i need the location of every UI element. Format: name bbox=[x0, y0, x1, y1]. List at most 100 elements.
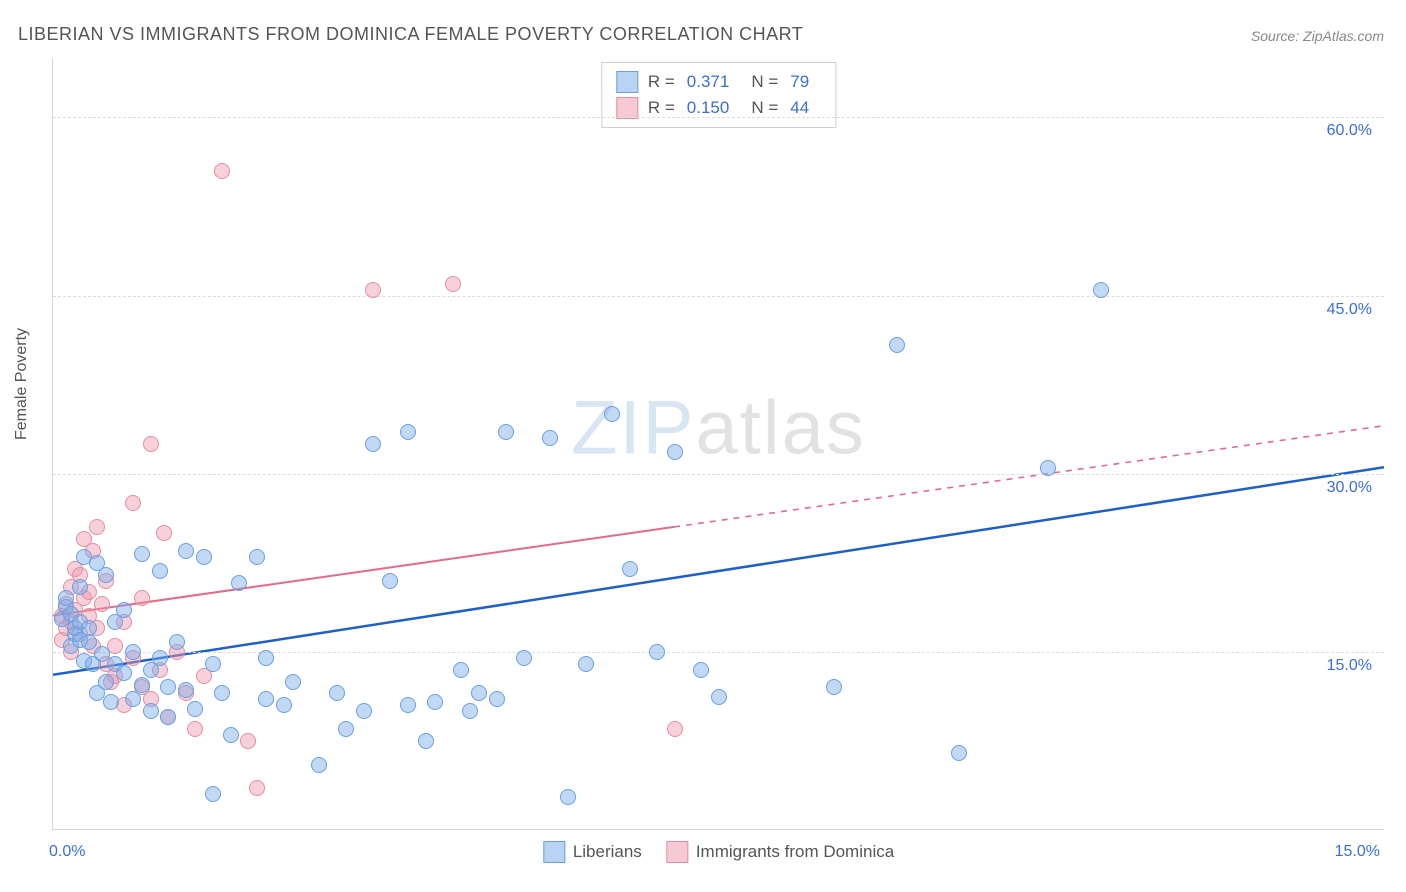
n-value-liberians: 79 bbox=[790, 69, 809, 95]
scatter-point-liberians bbox=[400, 697, 416, 713]
scatter-point-dominica bbox=[156, 525, 172, 541]
scatter-point-liberians bbox=[231, 575, 247, 591]
y-tick-label: 60.0% bbox=[1327, 122, 1372, 140]
scatter-point-liberians bbox=[693, 662, 709, 678]
scatter-point-liberians bbox=[196, 549, 212, 565]
scatter-point-liberians bbox=[187, 701, 203, 717]
scatter-point-liberians bbox=[427, 694, 443, 710]
scatter-point-dominica bbox=[365, 282, 381, 298]
legend-item-liberians: Liberians bbox=[543, 841, 642, 863]
scatter-point-dominica bbox=[143, 436, 159, 452]
scatter-plot-area: ZIPatlas R = 0.371 N = 79 R = 0.150 N = … bbox=[52, 58, 1384, 830]
chart-title: LIBERIAN VS IMMIGRANTS FROM DOMINICA FEM… bbox=[18, 24, 803, 45]
scatter-point-liberians bbox=[489, 691, 505, 707]
legend-label-dominica: Immigrants from Dominica bbox=[696, 842, 894, 862]
scatter-point-liberians bbox=[285, 674, 301, 690]
legend-label-liberians: Liberians bbox=[573, 842, 642, 862]
scatter-point-liberians bbox=[667, 444, 683, 460]
scatter-point-liberians bbox=[560, 789, 576, 805]
scatter-point-liberians bbox=[134, 677, 150, 693]
scatter-point-liberians bbox=[471, 685, 487, 701]
y-tick-label: 45.0% bbox=[1327, 301, 1372, 319]
scatter-point-liberians bbox=[516, 650, 532, 666]
swatch-liberians bbox=[616, 71, 638, 93]
x-tick-left: 0.0% bbox=[49, 843, 85, 861]
scatter-point-dominica bbox=[187, 721, 203, 737]
scatter-point-liberians bbox=[125, 644, 141, 660]
scatter-point-liberians bbox=[453, 662, 469, 678]
x-tick-right: 15.0% bbox=[1335, 843, 1380, 861]
scatter-point-liberians bbox=[622, 561, 638, 577]
y-axis-label: Female Poverty bbox=[13, 328, 31, 440]
gridline bbox=[53, 296, 1384, 297]
watermark-thin: atlas bbox=[695, 386, 866, 471]
swatch-dominica bbox=[616, 97, 638, 119]
trend-lines-svg bbox=[53, 58, 1384, 829]
scatter-point-liberians bbox=[134, 546, 150, 562]
scatter-point-liberians bbox=[214, 685, 230, 701]
scatter-point-liberians bbox=[258, 650, 274, 666]
trend-line-dashed-dominica bbox=[674, 426, 1384, 527]
scatter-point-liberians bbox=[103, 694, 119, 710]
scatter-point-liberians bbox=[143, 703, 159, 719]
r-value-liberians: 0.371 bbox=[687, 69, 730, 95]
scatter-point-dominica bbox=[667, 721, 683, 737]
legend-item-dominica: Immigrants from Dominica bbox=[666, 841, 894, 863]
scatter-point-liberians bbox=[365, 436, 381, 452]
legend-swatch-liberians bbox=[543, 841, 565, 863]
scatter-point-liberians bbox=[98, 567, 114, 583]
scatter-point-liberians bbox=[578, 656, 594, 672]
scatter-point-liberians bbox=[889, 337, 905, 353]
scatter-point-liberians bbox=[116, 602, 132, 618]
scatter-point-liberians bbox=[311, 757, 327, 773]
n-label: N = bbox=[751, 69, 778, 95]
scatter-point-liberians bbox=[1093, 282, 1109, 298]
scatter-point-dominica bbox=[89, 519, 105, 535]
scatter-point-liberians bbox=[711, 689, 727, 705]
scatter-point-liberians bbox=[152, 563, 168, 579]
scatter-point-liberians bbox=[462, 703, 478, 719]
gridline bbox=[53, 652, 1384, 653]
scatter-point-dominica bbox=[445, 276, 461, 292]
scatter-point-dominica bbox=[134, 590, 150, 606]
scatter-point-liberians bbox=[125, 691, 141, 707]
scatter-point-dominica bbox=[240, 733, 256, 749]
scatter-point-dominica bbox=[125, 495, 141, 511]
scatter-point-liberians bbox=[58, 590, 74, 606]
scatter-point-liberians bbox=[400, 424, 416, 440]
source-attribution: Source: ZipAtlas.com bbox=[1251, 28, 1384, 44]
scatter-point-dominica bbox=[94, 596, 110, 612]
scatter-point-dominica bbox=[249, 780, 265, 796]
scatter-point-liberians bbox=[178, 543, 194, 559]
r-label: R = bbox=[648, 69, 675, 95]
scatter-point-liberians bbox=[249, 549, 265, 565]
trend-line-liberians bbox=[53, 467, 1384, 675]
scatter-point-liberians bbox=[205, 656, 221, 672]
scatter-point-liberians bbox=[418, 733, 434, 749]
scatter-point-liberians bbox=[81, 634, 97, 650]
scatter-point-liberians bbox=[72, 579, 88, 595]
scatter-point-liberians bbox=[329, 685, 345, 701]
scatter-point-liberians bbox=[205, 786, 221, 802]
scatter-point-liberians bbox=[826, 679, 842, 695]
watermark: ZIPatlas bbox=[571, 385, 866, 472]
scatter-point-liberians bbox=[276, 697, 292, 713]
scatter-point-liberians bbox=[223, 727, 239, 743]
scatter-point-liberians bbox=[356, 703, 372, 719]
scatter-point-liberians bbox=[258, 691, 274, 707]
legend-swatch-dominica bbox=[666, 841, 688, 863]
scatter-point-liberians bbox=[178, 682, 194, 698]
bottom-legend: Liberians Immigrants from Dominica bbox=[543, 841, 894, 863]
y-tick-label: 30.0% bbox=[1327, 479, 1372, 497]
gridline bbox=[53, 117, 1384, 118]
scatter-point-liberians bbox=[604, 406, 620, 422]
scatter-point-liberians bbox=[160, 709, 176, 725]
scatter-point-liberians bbox=[338, 721, 354, 737]
scatter-point-liberians bbox=[498, 424, 514, 440]
scatter-point-liberians bbox=[1040, 460, 1056, 476]
scatter-point-liberians bbox=[951, 745, 967, 761]
scatter-point-dominica bbox=[214, 163, 230, 179]
scatter-point-liberians bbox=[542, 430, 558, 446]
scatter-point-liberians bbox=[98, 674, 114, 690]
stats-row-liberians: R = 0.371 N = 79 bbox=[616, 69, 821, 95]
